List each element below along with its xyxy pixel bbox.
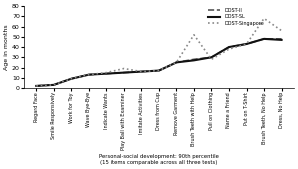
- DDST-SL: [52, 84, 55, 86]
- Line: DDST-SL: DDST-SL: [36, 39, 282, 86]
- DDST-II: [157, 70, 161, 72]
- DDST-SL: [227, 46, 231, 48]
- DDST-Singapore: [105, 72, 108, 74]
- DDST-Singapore: [157, 70, 161, 72]
- DDST-Singapore: [210, 58, 213, 60]
- DDST-II: [35, 85, 38, 87]
- DDST-Singapore: [87, 74, 91, 76]
- DDST-SL: [210, 56, 213, 58]
- DDST-II: [122, 72, 126, 74]
- DDST-Singapore: [175, 61, 178, 63]
- DDST-SL: [280, 39, 283, 41]
- DDST-II: [175, 61, 178, 63]
- DDST-Singapore: [280, 30, 283, 32]
- DDST-II: [105, 73, 108, 75]
- X-axis label: Personal-social development: 90th percentile
(15 items comparable across all thr: Personal-social development: 90th percen…: [99, 154, 219, 165]
- DDST-II: [262, 38, 266, 40]
- DDST-SL: [105, 73, 108, 75]
- DDST-SL: [139, 71, 143, 73]
- DDST-SL: [192, 59, 196, 61]
- DDST-Singapore: [262, 17, 266, 19]
- DDST-II: [210, 56, 213, 58]
- DDST-Singapore: [69, 78, 73, 80]
- DDST-II: [192, 58, 196, 60]
- DDST-SL: [157, 70, 161, 72]
- DDST-II: [139, 71, 143, 73]
- DDST-SL: [175, 61, 178, 63]
- DDST-Singapore: [35, 85, 38, 87]
- DDST-Singapore: [122, 67, 126, 69]
- DDST-Singapore: [52, 84, 55, 86]
- DDST-II: [280, 38, 283, 40]
- DDST-Singapore: [192, 34, 196, 36]
- DDST-SL: [87, 74, 91, 76]
- DDST-SL: [69, 78, 73, 80]
- DDST-II: [69, 78, 73, 80]
- Y-axis label: Age in months: Age in months: [4, 24, 9, 70]
- DDST-II: [52, 84, 55, 86]
- DDST-SL: [122, 72, 126, 74]
- DDST-SL: [35, 85, 38, 87]
- DDST-II: [245, 43, 248, 45]
- DDST-II: [87, 74, 91, 76]
- Line: DDST-Singapore: DDST-Singapore: [36, 18, 282, 86]
- DDST-II: [227, 46, 231, 48]
- DDST-Singapore: [227, 48, 231, 50]
- DDST-Singapore: [139, 71, 143, 73]
- DDST-Singapore: [245, 43, 248, 45]
- DDST-SL: [245, 43, 248, 45]
- Line: DDST-II: DDST-II: [36, 39, 282, 86]
- Legend: DDST-II, DDST-SL, DDST-Singapore: DDST-II, DDST-SL, DDST-Singapore: [207, 7, 265, 27]
- DDST-SL: [262, 38, 266, 40]
